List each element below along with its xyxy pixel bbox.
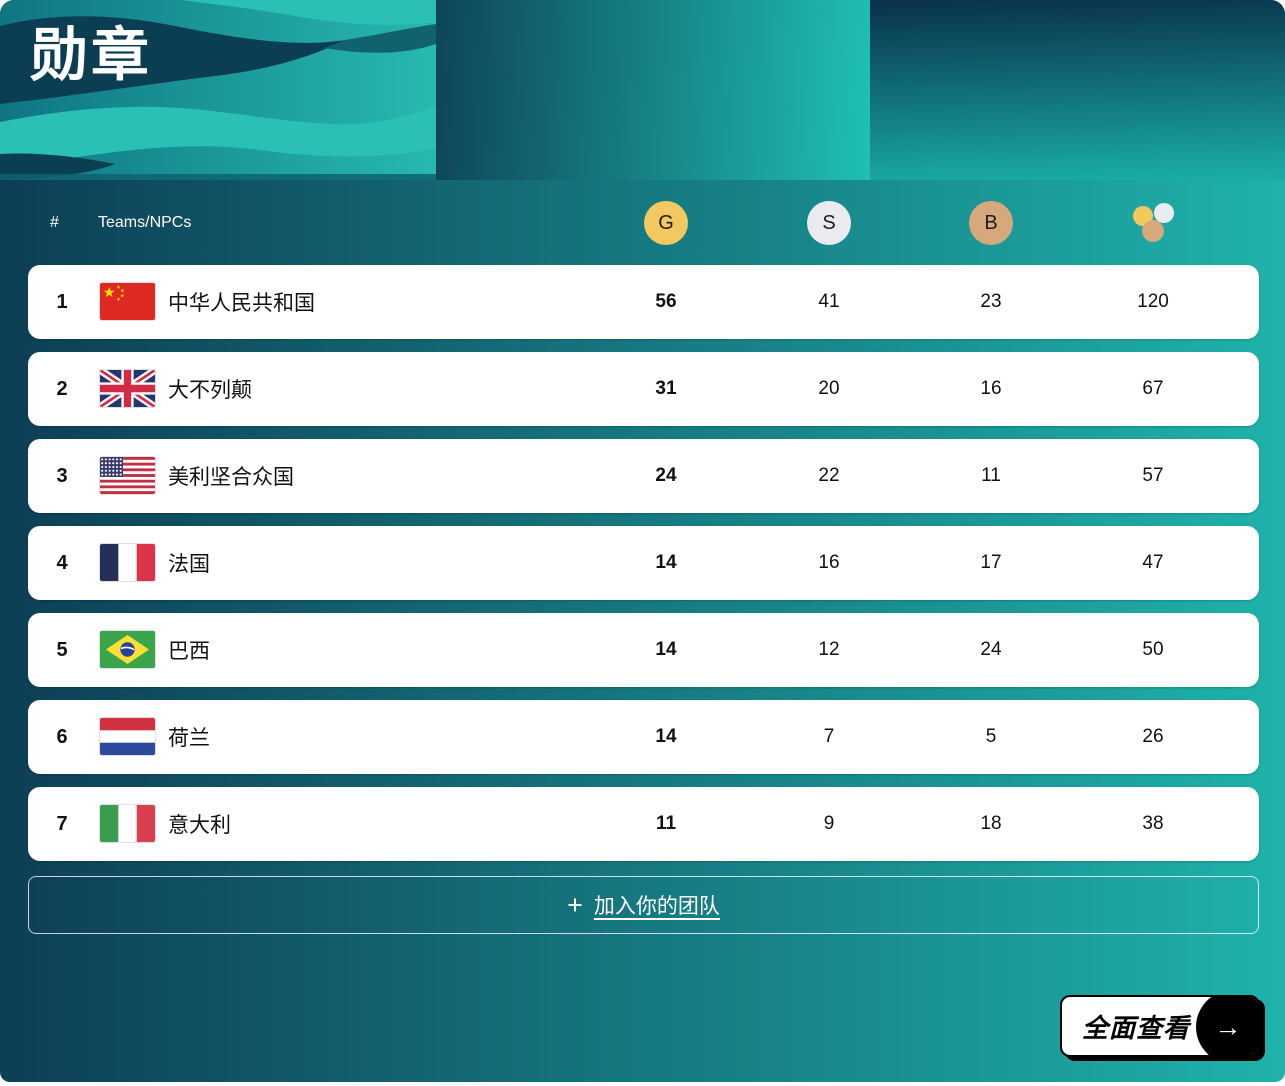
header-wave-pattern [0, 0, 436, 180]
silver-count: 9 [823, 813, 835, 834]
country-flag-br [100, 631, 155, 668]
header-gradient-right [870, 0, 1285, 180]
rank-number: 4 [56, 551, 68, 574]
gold-count: 24 [655, 465, 677, 486]
country-flag-cn [100, 283, 155, 320]
rank-number: 5 [56, 638, 68, 661]
table-row[interactable]: 3 美利坚合众国 24 22 11 57 [28, 439, 1259, 513]
country-flag-nl [100, 718, 155, 755]
total-count: 57 [1142, 465, 1164, 486]
country-flag-it [100, 805, 155, 842]
total-bronze-dot-icon [1142, 220, 1164, 242]
rank-number: 1 [56, 290, 68, 313]
gold-count: 56 [655, 291, 677, 312]
table-row[interactable]: 2 大不列颠 31 20 16 67 [28, 352, 1259, 426]
table-row[interactable]: 1 中华人民共和国 56 41 23 120 [28, 265, 1259, 339]
rank-number: 3 [56, 464, 68, 487]
join-your-team-button[interactable]: + 加入你的团队 [28, 876, 1259, 934]
total-count: 26 [1142, 726, 1164, 747]
country-name: 法国 [168, 553, 210, 576]
total-count: 38 [1142, 813, 1164, 834]
silver-count: 7 [823, 726, 835, 747]
column-header-teams: Teams/NPCs [98, 214, 192, 231]
table-row[interactable]: 6 荷兰 14 7 5 26 [28, 700, 1259, 774]
header-gradient-middle [436, 0, 870, 180]
total-medals-icon [1131, 201, 1175, 245]
view-all-button[interactable]: 全面查看 → [1060, 995, 1260, 1057]
country-flag-fr [100, 544, 155, 581]
gold-count: 31 [655, 378, 677, 399]
total-count: 120 [1137, 291, 1169, 312]
bronze-count: 11 [981, 465, 1001, 486]
page-title: 勋章 [30, 23, 153, 88]
gold-count: 11 [655, 813, 677, 834]
country-name: 意大利 [168, 814, 231, 837]
silver-count: 22 [818, 465, 840, 486]
bronze-medal-icon: B [969, 201, 1013, 245]
total-count: 67 [1142, 378, 1164, 399]
gold-count: 14 [655, 726, 677, 747]
arrow-circle: → [1196, 997, 1258, 1055]
bronze-count: 24 [980, 639, 1002, 660]
rank-number: 2 [56, 377, 68, 400]
silver-count: 12 [818, 639, 840, 660]
total-count: 47 [1142, 552, 1164, 573]
table-row[interactable]: 4 法国 14 16 17 47 [28, 526, 1259, 600]
bronze-count: 23 [980, 291, 1002, 312]
join-team-label: 加入你的团队 [593, 895, 720, 918]
country-name: 荷兰 [168, 727, 210, 750]
gold-count: 14 [655, 552, 677, 573]
bronze-count: 16 [980, 378, 1002, 399]
rank-number: 6 [56, 725, 68, 748]
table-row[interactable]: 7 意大利 11 9 18 38 [28, 787, 1259, 861]
bronze-count: 18 [980, 813, 1002, 834]
country-name: 巴西 [168, 640, 210, 663]
country-flag-gb [100, 370, 155, 407]
plus-icon: + [567, 889, 583, 920]
gold-count: 14 [655, 639, 677, 660]
silver-count: 41 [818, 291, 840, 312]
silver-count: 16 [818, 552, 840, 573]
table-row[interactable]: 5 巴西 14 12 24 50 [28, 613, 1259, 687]
view-all-label: 全面查看 [1082, 1012, 1191, 1043]
total-count: 50 [1142, 639, 1164, 660]
arrow-right-icon: → [1214, 1011, 1242, 1042]
country-name: 中华人民共和国 [168, 292, 315, 315]
wave-pattern-icon [0, 0, 436, 180]
gold-medal-icon: G [644, 201, 688, 245]
bronze-count: 17 [980, 552, 1002, 573]
country-name: 大不列颠 [168, 379, 252, 402]
silver-count: 20 [818, 378, 840, 399]
rank-number: 7 [56, 812, 68, 835]
bronze-count: 5 [985, 726, 997, 747]
country-name: 美利坚合众国 [168, 466, 294, 489]
total-silver-dot-icon [1154, 203, 1174, 223]
silver-medal-icon: S [807, 201, 851, 245]
column-header-rank: # [50, 214, 59, 231]
medal-rows: 1 中华人民共和国 56 41 23 120 2 大不列颠 31 20 16 6… [28, 265, 1259, 874]
country-flag-us [100, 457, 155, 494]
